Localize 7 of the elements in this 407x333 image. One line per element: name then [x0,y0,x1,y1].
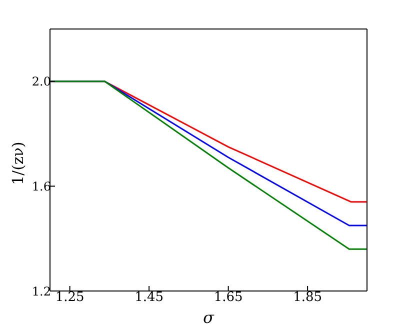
x-tick-label: 1.65 [214,290,243,306]
x-tick-label: 1.85 [293,290,322,306]
x-tick-label: 1.45 [134,290,164,306]
x-axis-title: σ [203,308,216,327]
y-tick-label: 1.2 [32,284,51,298]
x-tick-label: 1.25 [55,290,84,306]
y-axis-title: 1/(zν) [8,140,28,187]
